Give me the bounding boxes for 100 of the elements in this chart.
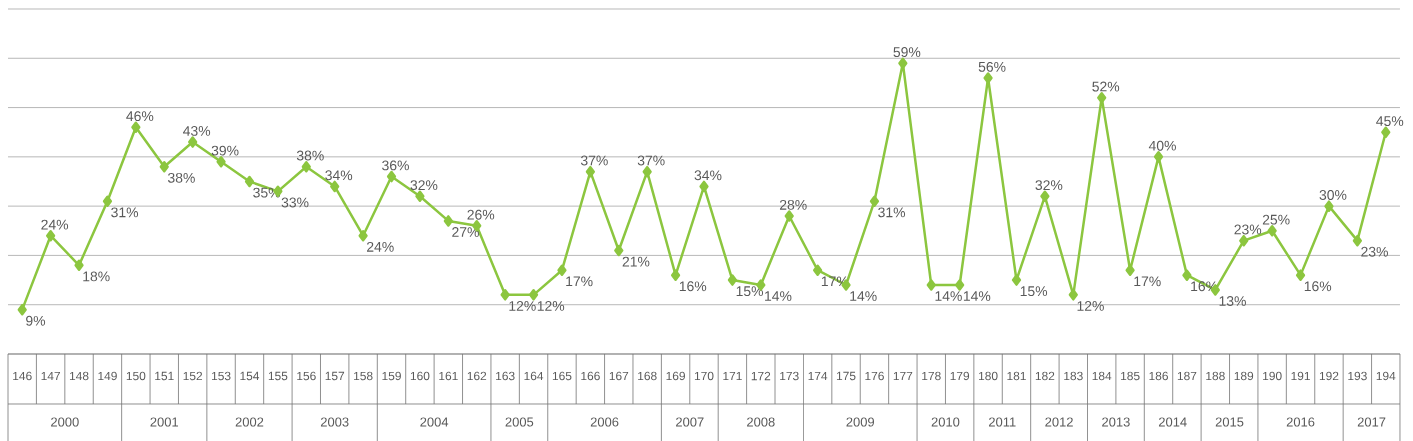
data-label: 32% xyxy=(410,180,438,190)
data-label: 13% xyxy=(1219,295,1246,306)
x-tick-label: 164 xyxy=(524,371,544,381)
data-label: 56% xyxy=(978,61,1006,72)
x-tick-label: 150 xyxy=(126,371,146,381)
point xyxy=(699,180,709,192)
text: 2007 xyxy=(676,417,704,427)
point xyxy=(727,274,738,286)
x-tick-label: 175 xyxy=(836,371,856,380)
data-label: 23% xyxy=(1234,224,1262,235)
point xyxy=(898,57,908,69)
x-tick-label: 167 xyxy=(609,371,629,381)
data-label: 12% xyxy=(1077,300,1104,311)
point xyxy=(1097,91,1107,104)
data-label: 34% xyxy=(325,170,353,181)
point xyxy=(244,175,255,188)
data-label: 25% xyxy=(1262,214,1290,225)
point xyxy=(1011,274,1022,286)
point xyxy=(670,269,681,281)
point xyxy=(585,165,595,178)
point xyxy=(1352,234,1362,247)
data-label: 21% xyxy=(622,256,650,267)
x-tick-label: 158 xyxy=(354,371,373,381)
x-tick-label: 152 xyxy=(183,371,203,381)
text: 2011 xyxy=(989,417,1016,427)
x-tick-label: 149 xyxy=(98,371,117,381)
point xyxy=(330,180,340,192)
x-tick-label: 193 xyxy=(1348,371,1367,381)
data-label: 14% xyxy=(765,290,792,301)
data-label: 14% xyxy=(963,290,991,301)
data-label: 14% xyxy=(850,290,877,301)
text: 2008 xyxy=(747,417,775,427)
x-tick-label: 161 xyxy=(439,371,458,381)
x-tick-label: 187 xyxy=(1177,371,1197,381)
data-label: 38% xyxy=(296,150,324,161)
data-label: 23% xyxy=(1361,246,1388,257)
text: 2006 xyxy=(590,417,619,427)
point xyxy=(301,160,311,173)
data-label: 36% xyxy=(382,160,409,171)
data-label: 14% xyxy=(935,290,962,301)
x-tick-label: 174 xyxy=(808,371,828,380)
point xyxy=(784,210,794,222)
x-tick-label: 179 xyxy=(950,371,970,381)
data-label: 17% xyxy=(1134,276,1161,286)
point xyxy=(955,279,965,291)
data-label: 15% xyxy=(736,286,764,296)
text: 2012 xyxy=(1045,417,1073,427)
text: 2001 xyxy=(150,417,179,427)
text: 2009 xyxy=(846,417,875,427)
text: 2003 xyxy=(320,417,349,427)
data-label: 9% xyxy=(26,315,46,326)
point xyxy=(642,165,652,178)
text: 2002 xyxy=(235,417,264,427)
data-label: 33% xyxy=(281,197,309,208)
point xyxy=(46,229,56,242)
x-tick-label: 166 xyxy=(581,371,600,381)
x-tick-label: 153 xyxy=(212,371,231,381)
data-label: 24% xyxy=(367,241,394,252)
point xyxy=(869,195,880,207)
point xyxy=(1267,224,1277,237)
text: 2005 xyxy=(505,417,534,427)
x-tick-label: 173 xyxy=(780,371,799,381)
point xyxy=(102,195,113,207)
data-label: 59% xyxy=(893,46,921,57)
x-tick-label: 154 xyxy=(240,371,260,380)
point xyxy=(557,264,567,276)
x-tick-label: 169 xyxy=(666,371,685,381)
data-label: 37% xyxy=(580,155,608,166)
data-label: 27% xyxy=(452,226,479,237)
x-tick-label: 180 xyxy=(979,371,998,381)
x-tick-label: 171 xyxy=(723,371,742,380)
x-tick-label: 155 xyxy=(268,371,288,380)
point xyxy=(131,121,141,133)
x-tick-label: 177 xyxy=(893,371,913,380)
point xyxy=(17,303,27,316)
point xyxy=(1239,234,1249,247)
point xyxy=(1295,269,1306,281)
data-label: 43% xyxy=(183,125,211,136)
data-label: 17% xyxy=(566,276,593,286)
x-tick-label: 176 xyxy=(865,371,884,381)
point xyxy=(415,190,425,202)
x-tick-label: 148 xyxy=(69,371,89,381)
point xyxy=(386,170,397,183)
x-tick-label: 146 xyxy=(13,371,32,381)
text: 2013 xyxy=(1102,417,1130,427)
x-tick-label: 156 xyxy=(297,371,316,381)
data-label: 39% xyxy=(211,145,239,156)
text: 2015 xyxy=(1215,417,1244,427)
point xyxy=(1040,190,1050,202)
x-tick-label: 165 xyxy=(552,371,572,381)
x-tick-label: 178 xyxy=(922,371,941,381)
point xyxy=(159,160,169,173)
x-tick-label: 183 xyxy=(1064,371,1083,381)
x-tick-label: 160 xyxy=(410,371,430,381)
data-label: 12% xyxy=(537,300,565,311)
x-tick-label: 190 xyxy=(1263,371,1282,381)
text: 2000 xyxy=(51,417,79,427)
x-tick-label: 182 xyxy=(1035,371,1055,381)
x-tick-label: 147 xyxy=(41,371,60,380)
point xyxy=(528,288,539,301)
